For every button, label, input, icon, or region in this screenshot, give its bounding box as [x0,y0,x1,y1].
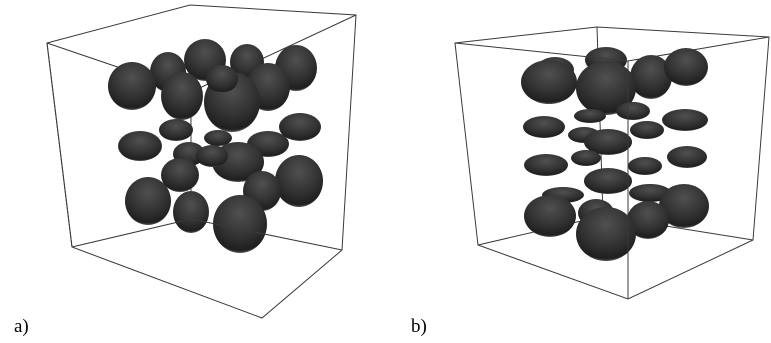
b-particle [523,116,565,138]
box-a-front-edges [46,4,357,319]
box-b-front-edges [454,36,770,300]
b-particle [629,184,671,202]
panel-a [46,4,357,319]
b-particle [659,184,709,228]
a-particle [275,155,323,207]
a-particle [173,191,209,233]
a-particle [206,65,238,93]
panel-b [454,26,770,300]
b-particle [628,157,662,175]
a-particle [204,130,232,146]
b-particle [584,129,632,155]
a-particle [125,177,171,225]
b-particle [667,146,707,168]
a-particle [108,62,156,110]
a-particle [159,119,193,141]
a-particle [213,195,267,253]
b-particle [521,60,577,104]
b-particle [664,48,708,86]
b-particle [630,55,672,99]
b-particle [524,195,576,237]
particles-b [521,47,709,261]
b-particle [627,201,669,239]
b-particle [571,150,601,166]
b-particle [662,109,708,131]
panel-label-b: b) [411,316,427,337]
b-particle [524,154,568,176]
panel-label-a: a) [14,316,29,337]
b-particle [574,109,606,123]
b-particle [584,168,632,194]
particles-a [108,39,323,253]
b-particle [630,121,664,139]
b-particle [616,102,650,120]
a-particle [118,131,162,161]
a-particle [161,158,199,192]
a-particle [161,72,203,120]
a-particle [196,145,228,167]
a-particle [279,113,321,141]
b-particle [576,61,636,115]
b-particle [576,207,636,261]
